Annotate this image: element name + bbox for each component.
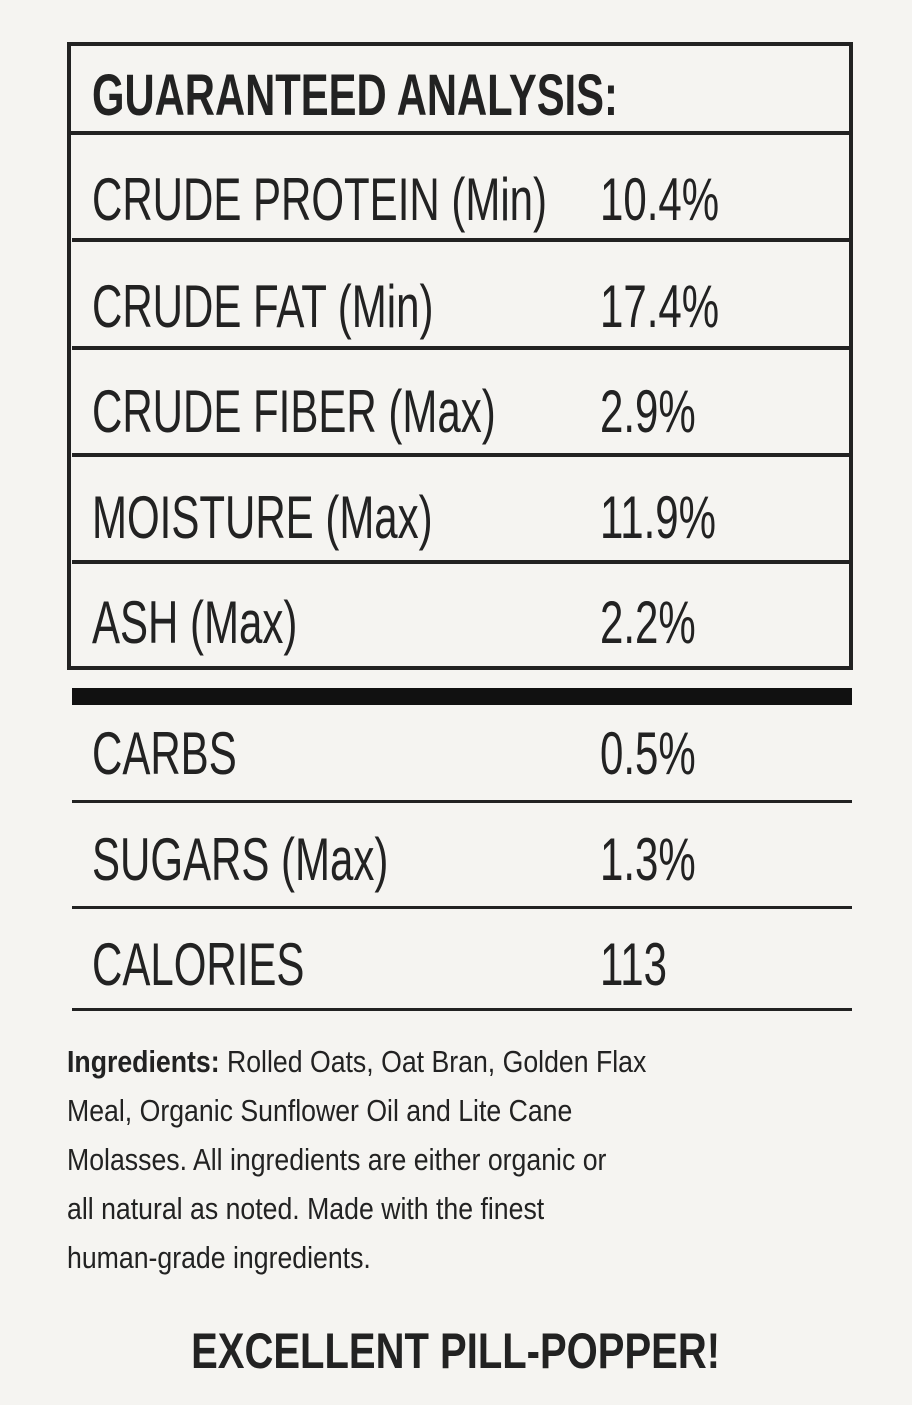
divider xyxy=(72,800,852,803)
ingredients-line: all natural as noted. Made with the fine… xyxy=(67,1191,545,1226)
ingredients-line: Ingredients: Rolled Oats, Oat Bran, Gold… xyxy=(67,1044,647,1079)
divider xyxy=(72,453,852,457)
ingredients-line: human-grade ingredients. xyxy=(67,1240,371,1275)
row-label: SUGARS (Max) xyxy=(92,826,389,893)
divider xyxy=(72,346,852,350)
row-value: 2.2% xyxy=(600,589,696,656)
guaranteed-analysis-table xyxy=(67,42,853,670)
divider xyxy=(72,238,852,242)
table-title-text: GUARANTEED ANALYSIS: xyxy=(92,63,618,128)
row-value: 113 xyxy=(600,931,667,998)
row-label: ASH (Max) xyxy=(92,589,298,656)
divider xyxy=(67,131,853,135)
ingredients-line: Molasses. All ingredients are either org… xyxy=(67,1142,607,1177)
thick-divider xyxy=(72,688,852,705)
row-value: 11.9% xyxy=(600,484,716,551)
ingredients-label: Ingredients: xyxy=(67,1044,220,1079)
ingredients-line: Meal, Organic Sunflower Oil and Lite Can… xyxy=(67,1093,573,1128)
row-label: CRUDE FAT (Min) xyxy=(92,273,434,340)
row-label: CARBS xyxy=(92,720,237,787)
tagline: EXCELLENT PILL-POPPER! xyxy=(191,1323,721,1379)
row-value: 10.4% xyxy=(600,166,720,233)
divider xyxy=(72,560,852,564)
row-value: 2.9% xyxy=(600,378,696,445)
row-label: CRUDE FIBER (Max) xyxy=(92,378,496,445)
row-value: 17.4% xyxy=(600,273,720,340)
row-label: CALORIES xyxy=(92,931,305,998)
row-value: 1.3% xyxy=(600,826,696,893)
divider xyxy=(72,1008,852,1011)
row-value: 0.5% xyxy=(600,720,696,787)
divider xyxy=(72,906,852,909)
row-label: CRUDE PROTEIN (Min) xyxy=(92,166,548,233)
row-label: MOISTURE (Max) xyxy=(92,484,433,551)
table-title: GUARANTEED ANALYSIS: xyxy=(92,62,822,129)
